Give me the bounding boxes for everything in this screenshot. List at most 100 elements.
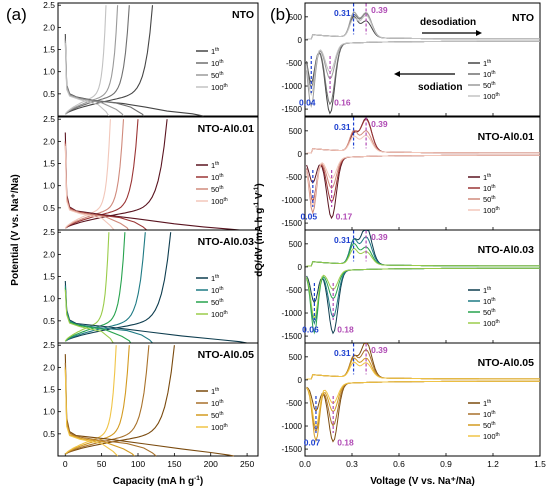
desodiation-peak-label: 0.31 [334, 348, 351, 358]
y-tick-label: -1500 [282, 105, 303, 114]
x-tick-label: 0.0 [299, 459, 311, 469]
capacity-subplot: 0.51.01.52.02.5NTO-Al0.011th10th50th100t… [43, 114, 259, 231]
dqdv-subplot: 500 0 -500 -1000 -1500 0.0 0.3 0.6 0.9 1.2 1.5 0.31… [282, 342, 546, 469]
legend-label: 10th [483, 297, 496, 306]
legend-label: 1th [483, 286, 492, 295]
legend-label: 50th [483, 195, 496, 204]
discharge-curve [64, 285, 153, 344]
legend-label: 100th [483, 432, 500, 441]
legend-cycle-suffix: th [491, 195, 495, 201]
legend-cycle-suffix: th [215, 387, 219, 393]
legend-cycle-suffix: th [224, 83, 228, 89]
legend-cycle-number: 1 [483, 59, 487, 68]
y-tick-label: 500 [289, 240, 303, 249]
x-axis-title-superscript: -1 [194, 475, 200, 482]
legend-cycle-suffix: th [496, 319, 500, 325]
legend-label: 100th [211, 310, 228, 319]
x-tick-label: 250 [240, 459, 254, 469]
desodiation-curve [306, 134, 540, 154]
desodiation-peak-label: 0.39 [371, 119, 388, 129]
legend-cycle-suffix: th [219, 185, 223, 191]
x-tick-label: 200 [204, 459, 218, 469]
sodiation-peak-label: 0.18 [337, 437, 354, 447]
legend-cycle-suffix: th [496, 92, 500, 98]
y-tick-label: -500 [286, 173, 303, 182]
y-tick-label: 1.0 [43, 407, 55, 417]
sodiation-curve [306, 40, 540, 106]
legend-label: 1th [483, 173, 492, 182]
y-axis-title-end: ) [254, 183, 265, 186]
legend-label: 100th [211, 197, 228, 206]
legend-cycle-number: 50 [211, 185, 219, 194]
plot-frame [304, 342, 541, 457]
dqdv-subplot: 500 0 -500 -1000 -1500 0.31 0.39 0.06 0.18 NTO-Al… [282, 229, 541, 344]
y-tick-label: -500 [286, 59, 303, 68]
charge-curve [64, 5, 154, 115]
legend-cycle-suffix: th [224, 197, 228, 203]
discharge-curve [64, 42, 110, 117]
sodiation-peak-label: 0.04 [299, 97, 316, 107]
x-tick-label: 150 [167, 459, 181, 469]
desodiation-arrowhead [476, 30, 482, 36]
legend-cycle-suffix: th [219, 286, 223, 292]
legend-cycle-suffix: th [224, 310, 228, 316]
legend-cycle-suffix: th [496, 432, 500, 438]
sample-label: NTO-Al0.01 [198, 123, 255, 135]
legend-cycle-suffix: th [491, 297, 495, 303]
y-tick-label: 2.0 [43, 136, 55, 146]
y-tick-label: -1000 [282, 422, 303, 431]
y-tick-label: 0.5 [43, 89, 55, 99]
panel-label-b: (b) [270, 5, 291, 24]
sodiation-curve [306, 380, 540, 429]
legend-label: 1th [211, 161, 220, 170]
legend-cycle-suffix: th [491, 308, 495, 314]
legend-label: 50th [483, 421, 496, 430]
y-tick-label: 0 [298, 263, 303, 272]
legend-cycle-number: 100 [211, 310, 224, 319]
desodiation-curve [306, 361, 540, 380]
plot-frame [57, 342, 259, 457]
legend-cycle-number: 100 [483, 92, 496, 101]
legend-cycle-suffix: th [215, 274, 219, 280]
y-tick-label: 1.0 [43, 294, 55, 304]
x-tick-label: 0.6 [393, 459, 405, 469]
x-axis-title: Capacity (mA h g-1) [113, 475, 203, 487]
sodiation-curve [306, 380, 540, 443]
legend-cycle-number: 50 [211, 411, 219, 420]
y-tick-label: 1.5 [43, 45, 55, 55]
x-tick-label: 0 [63, 459, 68, 469]
legend-cycle-suffix: th [219, 411, 223, 417]
legend-label: 100th [483, 319, 500, 328]
legend-cycle-suffix: th [224, 423, 228, 429]
y-axis-title-unit: V [254, 192, 265, 202]
sample-label: NTO-Al0.01 [478, 131, 535, 143]
sample-label: NTO-Al0.05 [198, 349, 255, 361]
legend-label: 100th [211, 423, 228, 432]
legend-cycle-number: 100 [483, 319, 496, 328]
legend-cycle-suffix: th [496, 206, 500, 212]
y-tick-label: 0.5 [43, 316, 55, 326]
x-axis-title: Voltage (V vs. Na⁺/Na) [370, 476, 475, 487]
y-tick-label: 500 [289, 127, 303, 136]
x-tick-label: 1.5 [534, 459, 546, 469]
legend-cycle-number: 50 [483, 195, 491, 204]
legend-cycle-suffix: th [219, 298, 223, 304]
legend-label: 50th [211, 298, 224, 307]
panel-a-charge-discharge: 0.51.01.52.02.5NTO1th10th50th100th0.51.0… [10, 0, 259, 487]
desodiation-peak-label: 0.39 [371, 5, 388, 15]
y-axis-title: Potential (V vs. Na⁺/Na) [10, 174, 21, 285]
desodiation-curve [306, 248, 540, 267]
charge-curve [64, 232, 110, 342]
legend-cycle-number: 50 [483, 421, 491, 430]
y-tick-label: -500 [286, 286, 303, 295]
sodiation-curve [306, 154, 540, 220]
legend-cycle-number: 10 [211, 173, 219, 182]
legend-cycle-number: 1 [483, 173, 487, 182]
legend-cycle-number: 100 [483, 206, 496, 215]
legend-label: 100th [483, 92, 500, 101]
legend-label: 100th [211, 83, 228, 92]
y-tick-label: 1.5 [43, 159, 55, 169]
